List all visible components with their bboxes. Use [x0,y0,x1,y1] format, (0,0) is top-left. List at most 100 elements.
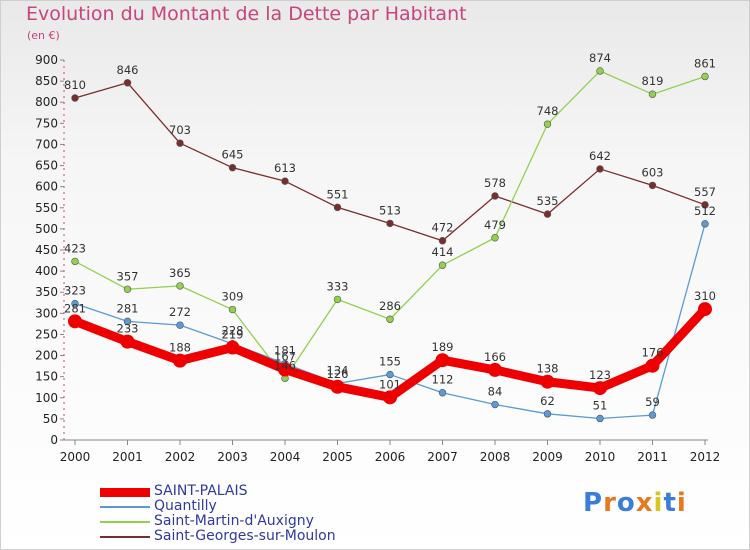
data-point [173,353,187,368]
data-label: 189 [432,340,454,354]
data-label: 233 [117,322,139,336]
data-point [176,282,184,290]
data-point [645,358,660,373]
data-point [386,315,394,323]
data-point [491,192,499,200]
data-point [648,181,657,190]
x-tick-label: 2008 [480,450,511,464]
y-tick-label: 400 [35,264,58,278]
data-label: 181 [274,344,296,358]
data-label: 748 [537,104,559,118]
legend-swatch [100,487,150,497]
logo-letter: t [663,488,677,518]
data-point [438,389,447,397]
data-label: 703 [169,123,191,137]
data-point [228,305,237,314]
data-point [543,410,552,418]
data-label: 112 [432,373,454,387]
data-point [701,201,709,209]
logo-letter: P [583,488,604,518]
data-label: 167 [274,349,296,363]
data-label: 513 [379,203,401,217]
data-point [386,370,394,379]
data-label: 642 [589,149,611,163]
data-label: 272 [169,305,191,319]
x-tick-label: 2000 [60,450,91,464]
data-point [333,203,342,212]
y-tick-label: 700 [35,137,58,151]
data-point [596,67,604,75]
data-label: 286 [379,299,401,313]
x-tick-label: 2001 [112,450,143,464]
chart-title: Evolution du Montant de la Dette par Hab… [26,3,467,25]
data-point [491,400,499,409]
legend-label: SAINT-PALAIS [154,483,248,499]
logo-letter: r [603,488,617,518]
chart-data-labels: 281 233 188 219 167 126 101 189 166 138 123 176 310 3… [64,51,716,412]
data-label: 365 [169,266,191,280]
data-point [435,353,450,368]
legend-swatch [100,521,150,523]
x-tick-label: 2004 [270,450,301,464]
y-tick-label: 650 [35,159,58,173]
data-label: 846 [117,63,139,77]
data-label: 219 [222,328,244,342]
data-label: 309 [222,290,244,304]
data-label: 84 [488,385,503,399]
y-tick-label: 750 [35,116,58,130]
y-tick-label: 200 [35,349,58,363]
data-point [123,317,132,326]
data-point [176,321,184,329]
data-label: 51 [593,398,608,412]
data-label: 146 [274,358,296,372]
data-point [698,302,712,317]
data-point [333,295,342,304]
data-point [71,299,79,308]
data-point [386,219,394,228]
chart-axes: 0 50 100 150 200 250 300 350 400 450 500 550 600 650 7… [35,53,720,464]
x-tick-label: 2010 [585,450,616,464]
y-tick-label: 0 [50,433,58,447]
data-label: 423 [64,241,86,255]
x-tick-label: 2005 [322,450,353,464]
data-point [330,379,345,394]
y-tick-label: 550 [35,201,58,215]
data-label: 613 [274,161,296,175]
logo-letter: x [635,488,654,518]
x-tick-label: 2011 [637,450,668,464]
data-point [488,362,502,377]
legend-label: Saint-Martin-d'Auxigny [154,513,314,529]
data-label: 59 [645,395,660,409]
y-tick-label: 300 [35,306,58,320]
data-label: 134 [327,363,349,377]
y-tick-label: 800 [35,95,58,109]
data-point [176,139,184,147]
data-label: 101 [379,377,401,391]
data-point [123,79,132,87]
y-tick-label: 500 [35,222,58,236]
data-point [438,261,447,269]
logo-letter: i [676,488,687,518]
x-tick-label: 2002 [165,450,196,464]
data-point [383,390,397,405]
logo-letter: i [653,488,664,518]
data-point [120,334,135,349]
data-label: 62 [540,394,555,408]
legend-label: Saint-Georges-sur-Moulon [154,528,336,544]
proxiti-logo: Proxiti [583,488,687,518]
y-tick-label: 100 [35,391,58,405]
x-tick-label: 2007 [427,450,458,464]
x-tick-label: 2009 [532,450,563,464]
data-point [225,340,240,355]
logo-letter: o [616,488,636,518]
data-label: 874 [589,51,611,65]
data-label: 578 [484,176,506,190]
data-label: 281 [64,301,86,315]
data-label: 414 [432,245,454,259]
data-point [228,163,237,172]
x-tick-label: 2006 [375,450,406,464]
data-label: 557 [694,185,716,199]
y-tick-label: 150 [35,370,58,384]
data-label: 535 [537,194,559,208]
data-label: 810 [64,78,86,92]
